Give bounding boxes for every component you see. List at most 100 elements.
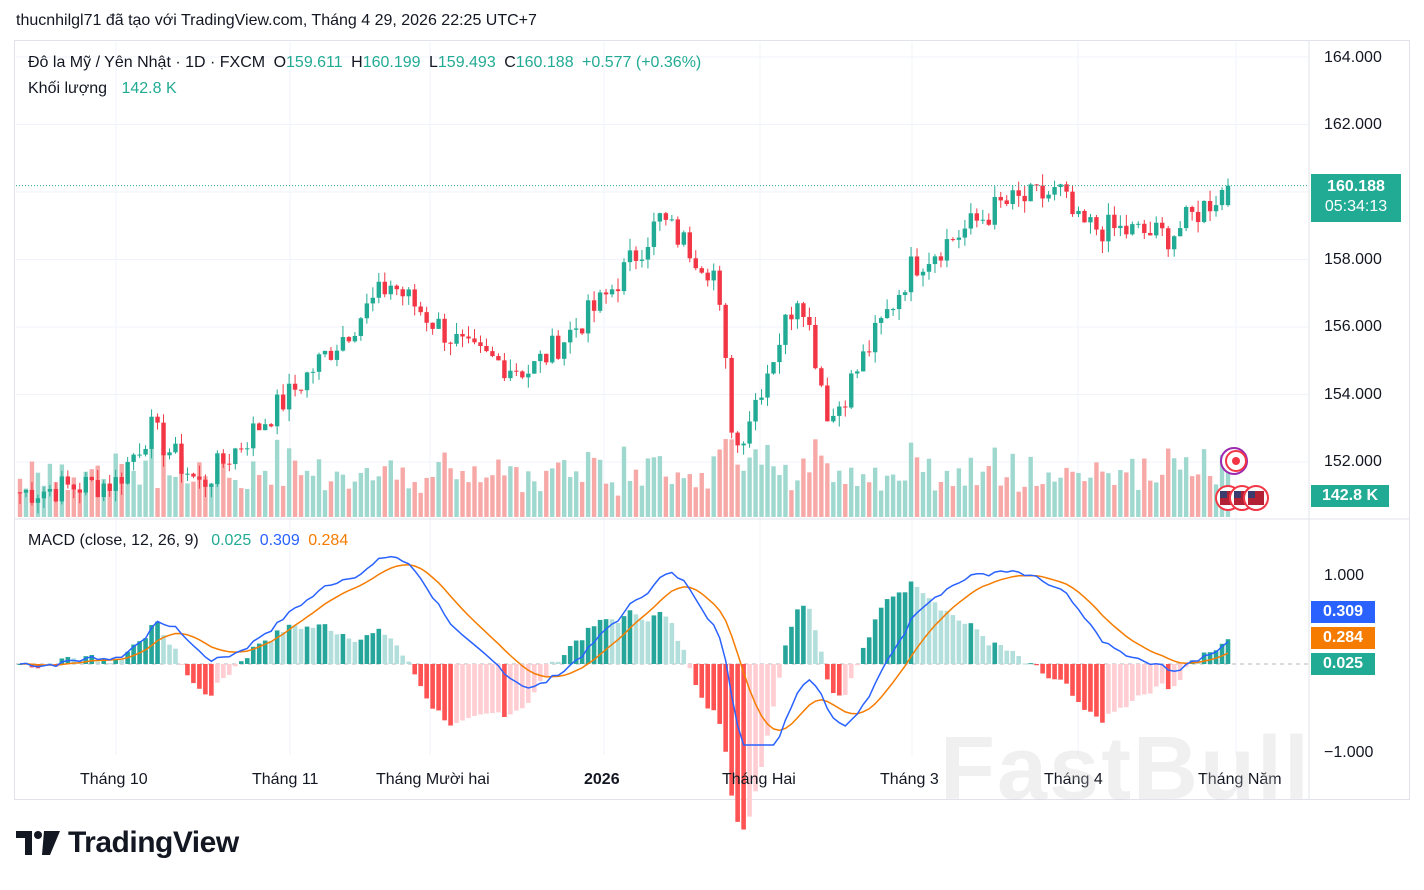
macd-histogram-bar — [1058, 664, 1063, 680]
candle-body — [819, 368, 824, 386]
candle-body — [137, 454, 142, 456]
macd-histogram-bar — [1088, 664, 1093, 712]
candle-body — [795, 303, 800, 320]
volume-bar — [406, 488, 411, 517]
macd-histogram-bar — [131, 644, 136, 664]
macd-histogram-bar — [950, 615, 956, 664]
volume-bar — [573, 471, 579, 517]
macd-histogram-bar — [669, 623, 675, 664]
macd-histogram-bar — [406, 661, 412, 664]
volume-bar — [215, 472, 220, 517]
macd-histogram-bar — [221, 664, 226, 679]
volume-bar — [1195, 474, 1201, 517]
volume-bar — [376, 476, 382, 517]
volume-bar — [173, 476, 178, 517]
macd-histogram-bar — [723, 664, 728, 752]
volume-bar — [992, 447, 997, 517]
macd-histogram-bar — [1010, 651, 1016, 664]
volume-bar — [430, 476, 435, 517]
symbol-name[interactable]: Đô la Mỹ / Yên Nhật · 1D · FXCM — [28, 54, 266, 71]
macd-histogram-bar — [490, 664, 495, 714]
candle-body — [400, 289, 405, 297]
macd-histogram-bar — [902, 592, 908, 664]
macd-histogram-bar — [514, 664, 519, 711]
candle-body — [47, 489, 53, 492]
volume-bar — [956, 468, 962, 517]
macd-histogram-bar — [579, 640, 585, 664]
macd-histogram-bar — [1106, 664, 1111, 714]
volume-bar — [861, 474, 866, 517]
candle-body — [89, 476, 94, 481]
macd-tick: −1.000 — [1324, 744, 1374, 761]
volume-bar — [675, 472, 681, 517]
candle-body — [376, 281, 382, 298]
macd-label[interactable]: MACD (close, 12, 26, 9) — [28, 532, 199, 549]
macd-histogram-bar — [555, 661, 561, 664]
tradingview-logo[interactable]: TradingView — [16, 826, 239, 860]
macd-histogram-bar — [244, 658, 250, 664]
macd-histogram-bar — [920, 593, 926, 664]
macd-histogram-bar — [693, 664, 699, 686]
volume-bar — [735, 464, 740, 517]
volume-bar — [1183, 457, 1189, 517]
candle-body — [639, 259, 645, 261]
volume-bar — [490, 475, 495, 517]
macd-histogram-bar — [777, 664, 782, 678]
candle-body — [149, 416, 154, 449]
volume-bar — [322, 490, 328, 517]
macd-histogram-bar — [633, 614, 639, 664]
volume-bar — [1010, 453, 1015, 517]
volume-bar — [645, 458, 651, 517]
macd-histogram-bar — [1159, 664, 1165, 684]
macd-histogram-bar — [376, 628, 382, 664]
candle-body — [502, 360, 507, 379]
symbol-legend: Đô la Mỹ / Yên Nhật · 1D · FXCM O159.611… — [28, 54, 705, 72]
volume-bar — [370, 480, 376, 517]
candle-body — [430, 322, 435, 329]
volume-bar — [1171, 458, 1177, 517]
macd-histogram-bar — [908, 581, 914, 664]
volume-bar — [591, 457, 597, 517]
candle-body — [556, 335, 561, 359]
macd-histogram-bar — [663, 616, 669, 664]
macd-histogram-bar — [316, 624, 322, 664]
volume-bar — [974, 485, 980, 517]
volume-bar — [998, 485, 1003, 517]
volume-bar — [825, 463, 830, 517]
candle-body — [669, 219, 675, 221]
candle-body — [191, 473, 196, 477]
volume-bar — [191, 481, 196, 517]
candle-body — [1106, 214, 1111, 242]
volume-bar — [711, 456, 716, 517]
macd-histogram-bar — [878, 607, 884, 664]
candle-body — [227, 463, 232, 465]
candle-body — [352, 335, 358, 342]
candle-body — [825, 385, 830, 422]
candle-body — [866, 351, 872, 353]
macd-hist-value: 0.025 — [211, 532, 252, 549]
candle-body — [83, 476, 88, 493]
volume-label[interactable]: Khối lượng — [28, 80, 108, 97]
candle-body — [203, 479, 208, 487]
flag-marker — [1248, 491, 1255, 498]
volume-bar — [633, 469, 639, 517]
macd-histogram-bar — [101, 660, 107, 664]
candle-body — [645, 246, 651, 260]
candle-body — [460, 333, 465, 337]
volume-bar — [257, 474, 262, 517]
volume-bar — [125, 473, 130, 517]
volume-bar — [532, 481, 537, 517]
volume-bar — [550, 468, 555, 517]
volume-bar — [502, 475, 507, 517]
candle-body — [837, 406, 842, 416]
volume-bar — [866, 482, 872, 517]
macd-histogram-bar — [597, 619, 603, 664]
price-tick: 156.000 — [1324, 318, 1382, 335]
candle-body — [1040, 185, 1045, 199]
macd-histogram-bar — [753, 664, 758, 792]
candle-body — [131, 454, 136, 462]
candle-body — [843, 406, 848, 408]
candle-body — [1094, 217, 1099, 230]
volume-bar — [1124, 472, 1129, 517]
